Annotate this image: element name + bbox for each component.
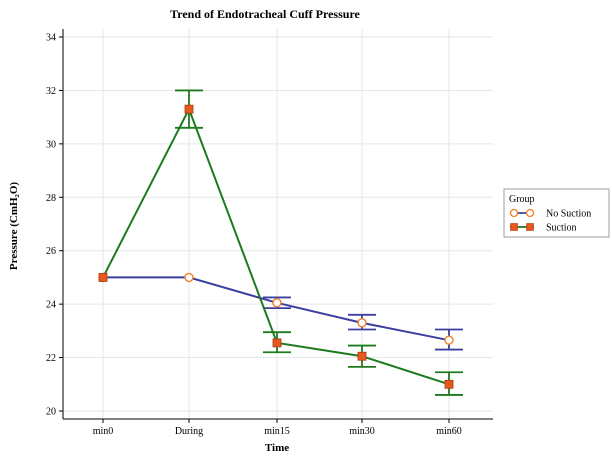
data-point xyxy=(184,272,194,283)
x-tick-label: min0 xyxy=(93,426,114,437)
x-axis-label: Time xyxy=(265,442,289,454)
y-tick-label: 30 xyxy=(46,139,56,150)
axes: 20 22 24 26 28 30 32 34 min0 During min15 min30 min6… xyxy=(46,29,493,437)
y-tick-label: 26 xyxy=(46,246,56,257)
legend-label: No Suction xyxy=(546,209,591,220)
y-tick-label: 24 xyxy=(46,300,56,311)
x-tick-label: min30 xyxy=(349,426,375,437)
data-point xyxy=(272,338,282,348)
y-tick-label: 22 xyxy=(46,353,56,364)
data-point xyxy=(272,298,282,308)
legend-title: Group xyxy=(509,194,535,205)
y-tick-label: 34 xyxy=(46,33,56,44)
y-axis-label: Pressure (CmH₂O) xyxy=(8,182,20,270)
legend-label: Suction xyxy=(546,223,577,234)
data-point xyxy=(184,104,194,114)
x-tick-label: min15 xyxy=(264,426,290,437)
y-tick-label: 28 xyxy=(46,193,56,204)
y-tick-label: 32 xyxy=(46,86,56,97)
y-tick-label: 20 xyxy=(46,406,56,417)
legend-marker xyxy=(526,223,534,231)
legend-marker xyxy=(510,223,518,231)
chart-title: Trend of Endotracheal Cuff Pressure xyxy=(170,7,360,21)
data-point xyxy=(98,273,108,282)
legend-marker xyxy=(525,208,535,218)
legend-marker xyxy=(509,208,519,218)
data-point xyxy=(444,335,454,345)
series-layer xyxy=(98,89,463,396)
legend: Group No Suction Suction xyxy=(503,188,610,238)
x-tick-label: min60 xyxy=(436,426,462,437)
data-point xyxy=(357,318,367,328)
x-tick-label: During xyxy=(175,426,203,437)
data-point xyxy=(357,351,367,361)
data-point xyxy=(444,379,454,389)
